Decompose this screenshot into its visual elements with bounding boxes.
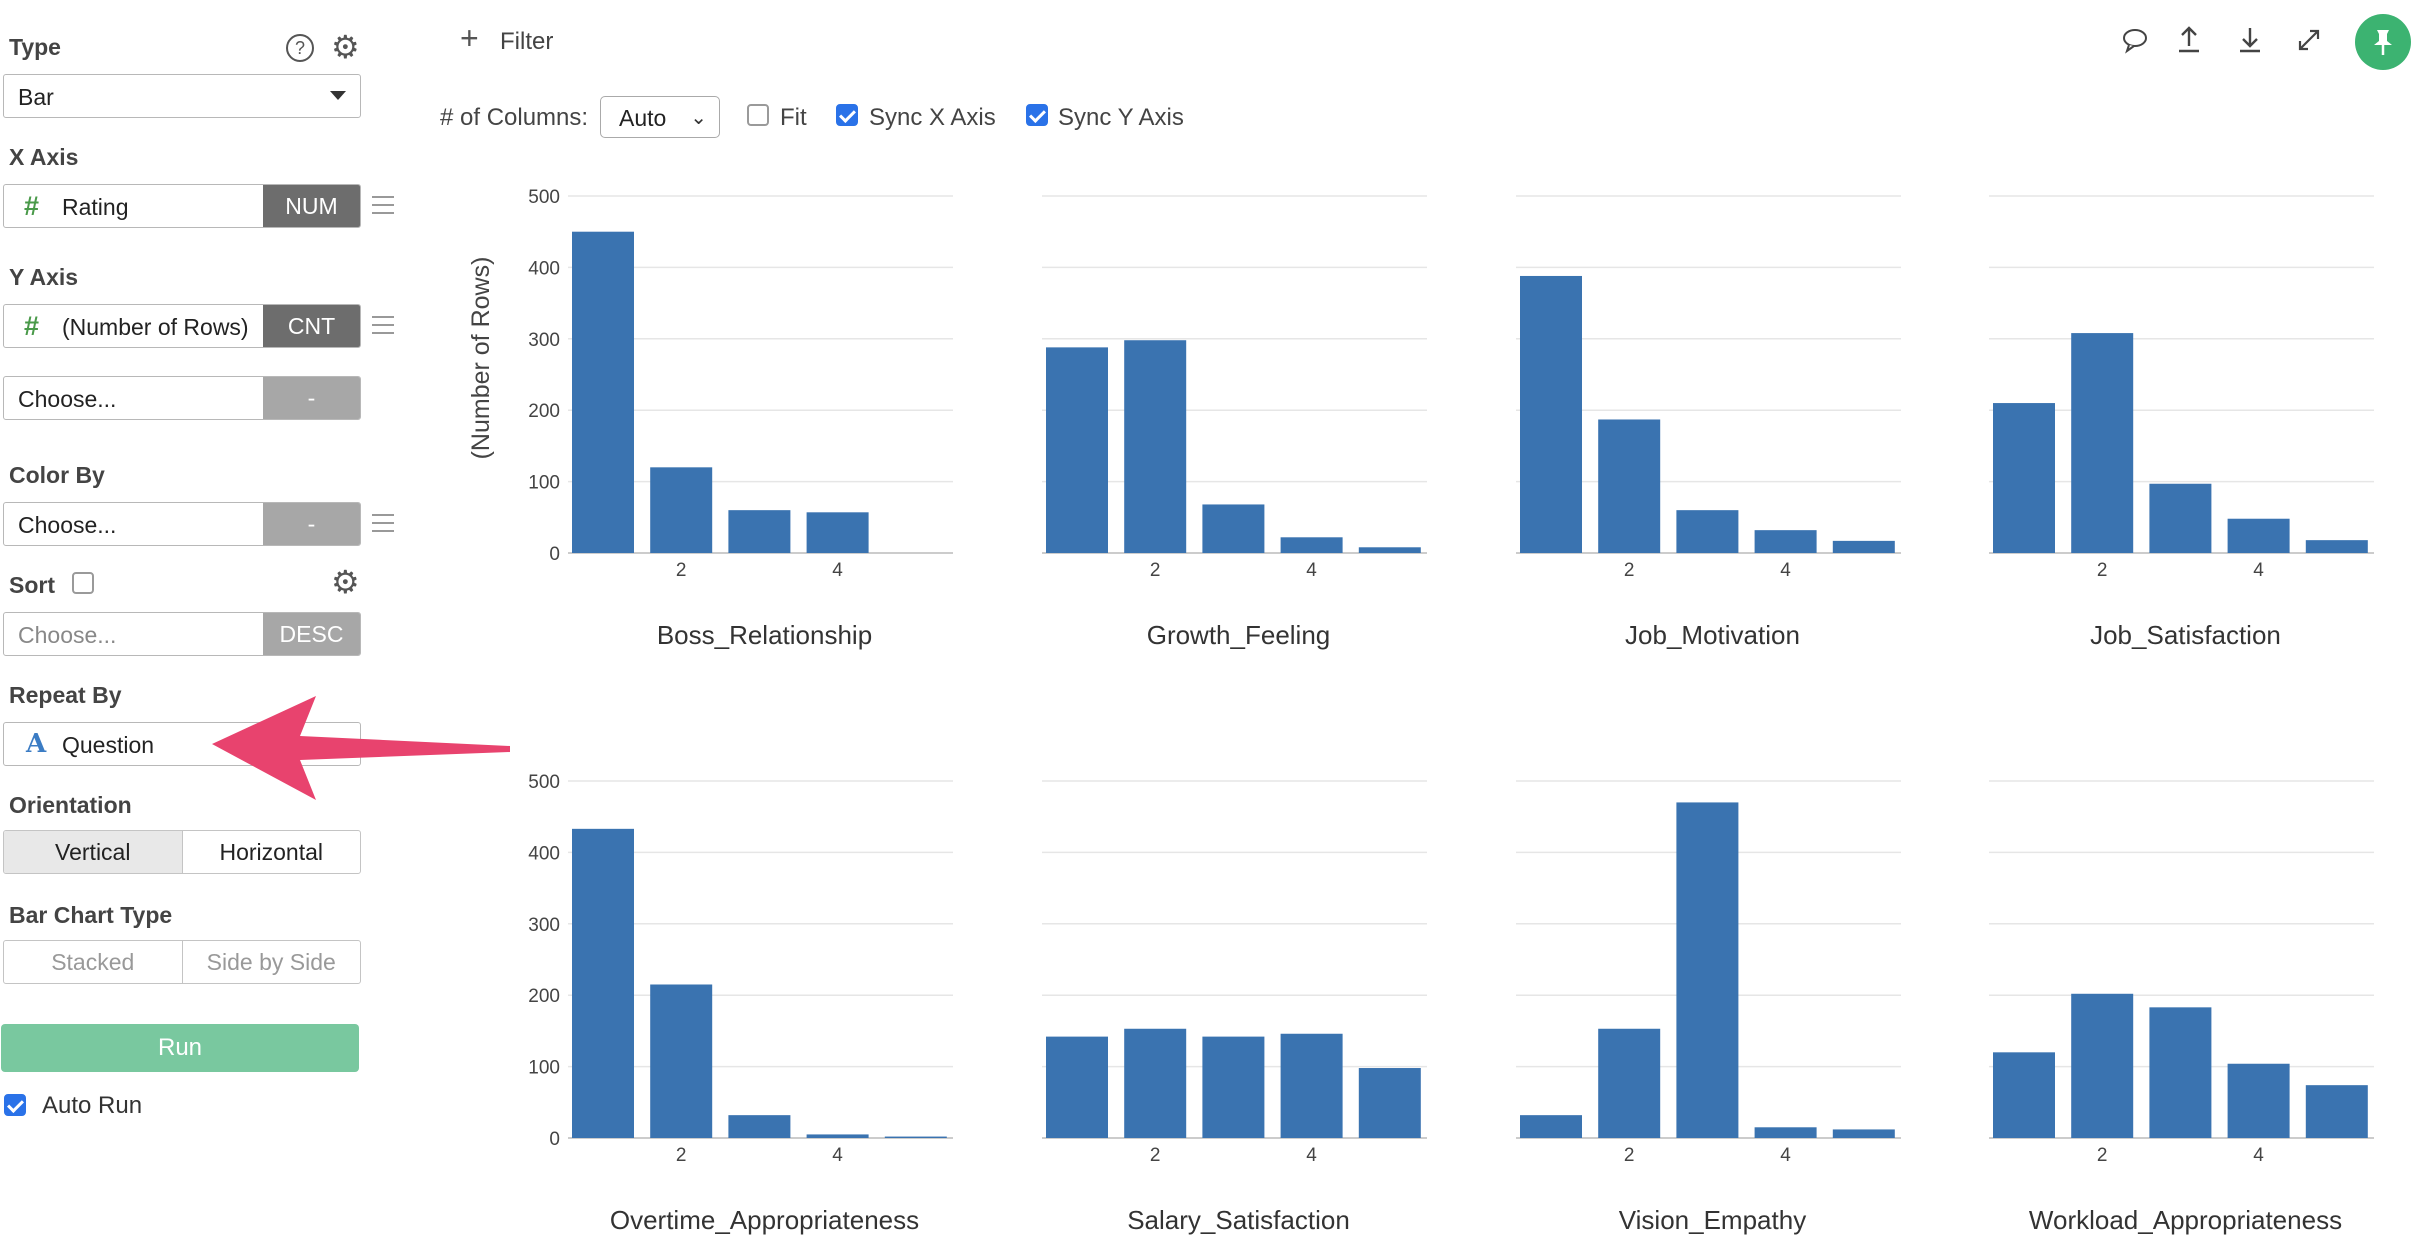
- facet-title: Growth_Feeling: [1147, 620, 1331, 650]
- y-tick-label: 500: [528, 187, 560, 208]
- x-tick-label: 4: [1780, 560, 1791, 581]
- bar: [2228, 519, 2290, 553]
- bar: [2149, 484, 2211, 553]
- bar: [2071, 333, 2133, 553]
- bar: [2306, 540, 2368, 553]
- bar: [650, 984, 712, 1138]
- x-tick-label: 4: [2253, 1145, 2264, 1166]
- bar: [1833, 541, 1895, 553]
- bar: [1598, 1029, 1660, 1138]
- bar: [728, 510, 790, 553]
- x-tick-label: 2: [676, 1145, 687, 1166]
- x-tick-label: 4: [832, 1145, 843, 1166]
- facet-title: Job_Satisfaction: [2090, 620, 2281, 650]
- bar: [1520, 276, 1582, 553]
- bar: [572, 232, 634, 553]
- bar: [1993, 1052, 2055, 1138]
- bar: [807, 1134, 869, 1138]
- x-tick-label: 2: [1624, 560, 1635, 581]
- bar: [1202, 1037, 1264, 1138]
- bar: [1993, 403, 2055, 553]
- y-tick-label: 0: [549, 1129, 560, 1150]
- bar: [1202, 504, 1264, 553]
- facet-title: Boss_Relationship: [657, 620, 872, 650]
- bar: [572, 829, 634, 1138]
- y-tick-label: 500: [528, 772, 560, 793]
- bar: [1281, 1034, 1343, 1138]
- facet-title: Workload_Appropriateness: [2029, 1205, 2342, 1235]
- bar: [1281, 537, 1343, 553]
- bar: [1359, 547, 1421, 553]
- bar: [1676, 510, 1738, 553]
- bar: [1046, 1037, 1108, 1138]
- bar-chart-grid: 0 100 200 300 400 500 2 4 Boss_Relationship 2 4 Gro…: [0, 0, 2418, 1256]
- x-tick-label: 2: [1150, 560, 1161, 581]
- bar: [807, 512, 869, 553]
- x-tick-label: 2: [1150, 1145, 1161, 1166]
- bar: [728, 1115, 790, 1138]
- bar: [2306, 1085, 2368, 1138]
- x-tick-label: 4: [1780, 1145, 1791, 1166]
- bar: [2071, 994, 2133, 1138]
- bar: [1124, 340, 1186, 553]
- x-tick-label: 2: [2097, 560, 2108, 581]
- bar: [1833, 1129, 1895, 1138]
- bar: [1755, 1127, 1817, 1138]
- x-tick-label: 2: [676, 560, 687, 581]
- bar: [2228, 1064, 2290, 1138]
- x-tick-label: 2: [1624, 1145, 1635, 1166]
- y-axis-title: (Number of Rows): [467, 257, 495, 460]
- y-tick-label: 400: [528, 843, 560, 864]
- bar: [1755, 530, 1817, 553]
- bar: [1520, 1115, 1582, 1138]
- y-tick-label: 300: [528, 330, 560, 351]
- y-tick-label: 200: [528, 986, 560, 1007]
- bar: [1046, 347, 1108, 553]
- bar: [885, 1137, 947, 1138]
- facet-title: Vision_Empathy: [1619, 1205, 1806, 1235]
- x-tick-label: 2: [2097, 1145, 2108, 1166]
- y-tick-label: 0: [549, 544, 560, 565]
- facet-title: Salary_Satisfaction: [1127, 1205, 1350, 1235]
- y-tick-label: 100: [528, 1058, 560, 1079]
- x-tick-label: 4: [2253, 560, 2264, 581]
- y-tick-label: 200: [528, 401, 560, 422]
- facet-title: Overtime_Appropriateness: [610, 1205, 919, 1235]
- x-tick-label: 4: [1306, 560, 1317, 581]
- bar: [1124, 1029, 1186, 1138]
- x-tick-label: 4: [832, 560, 843, 581]
- y-tick-label: 100: [528, 473, 560, 494]
- facet-title: Job_Motivation: [1625, 620, 1800, 650]
- y-tick-label: 400: [528, 258, 560, 279]
- x-tick-label: 4: [1306, 1145, 1317, 1166]
- bar: [2149, 1007, 2211, 1138]
- bar: [650, 467, 712, 553]
- bar: [1598, 419, 1660, 553]
- bar: [1359, 1068, 1421, 1138]
- bar: [1676, 802, 1738, 1138]
- y-tick-label: 300: [528, 915, 560, 936]
